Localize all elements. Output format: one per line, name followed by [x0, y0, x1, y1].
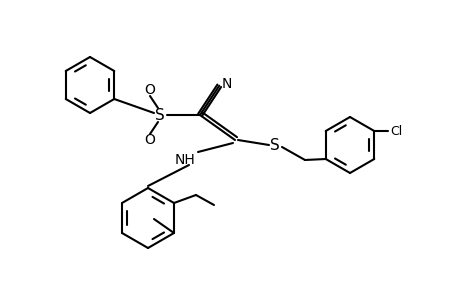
Text: N: N: [222, 77, 232, 91]
Text: O: O: [144, 133, 155, 147]
Text: O: O: [144, 83, 155, 97]
Text: Cl: Cl: [389, 124, 402, 137]
Text: NH: NH: [174, 153, 195, 167]
Text: S: S: [155, 107, 164, 122]
Text: S: S: [269, 137, 279, 152]
